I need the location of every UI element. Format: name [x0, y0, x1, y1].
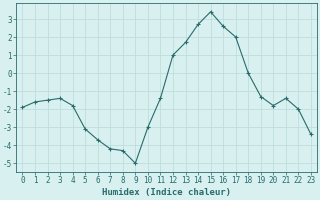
X-axis label: Humidex (Indice chaleur): Humidex (Indice chaleur): [102, 188, 231, 197]
